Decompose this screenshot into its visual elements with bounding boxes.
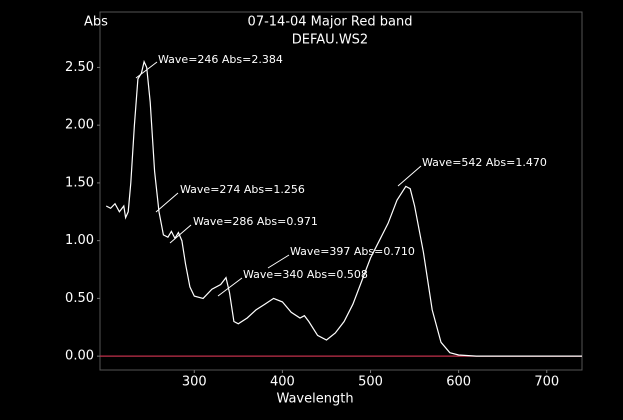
y-tick-label: 1.00 xyxy=(65,233,94,248)
chart-title: 07-14-04 Major Red band xyxy=(248,15,413,30)
x-tick-label: 500 xyxy=(358,375,383,390)
annotation: Wave=542 Abs=1.470 xyxy=(422,156,547,169)
x-axis-label: Wavelength xyxy=(276,392,353,407)
annotation: Wave=340 Abs=0.508 xyxy=(243,268,368,281)
annotation: Wave=274 Abs=1.256 xyxy=(180,183,305,196)
annotation: Wave=246 Abs=2.384 xyxy=(158,53,283,66)
spectrum-line xyxy=(105,59,582,357)
annotation-leader xyxy=(169,224,192,244)
y-tick-label: 2.00 xyxy=(65,118,94,133)
y-tick-label: 0.50 xyxy=(65,291,94,306)
y-tick-label: 1.50 xyxy=(65,175,94,190)
y-tick-label: 0.00 xyxy=(65,349,94,364)
annotation: Wave=286 Abs=0.971 xyxy=(193,215,318,228)
x-tick-label: 700 xyxy=(534,375,559,390)
x-tick-label: 400 xyxy=(270,375,295,390)
annotation-leader xyxy=(155,192,179,213)
annotation-leader xyxy=(135,61,158,79)
y-tick-label: 2.50 xyxy=(65,60,94,75)
chart-subtitle: DEFAU.WS2 xyxy=(292,33,368,48)
x-tick-label: 300 xyxy=(182,375,207,390)
annotation-leader xyxy=(217,277,243,297)
annotation: Wave=397 Abs=0.710 xyxy=(290,245,415,258)
annotation-leader xyxy=(267,254,290,269)
annotation-leader xyxy=(397,165,422,187)
y-axis-label: Abs xyxy=(84,15,108,30)
plot-frame xyxy=(99,11,583,371)
x-tick-label: 600 xyxy=(446,375,471,390)
